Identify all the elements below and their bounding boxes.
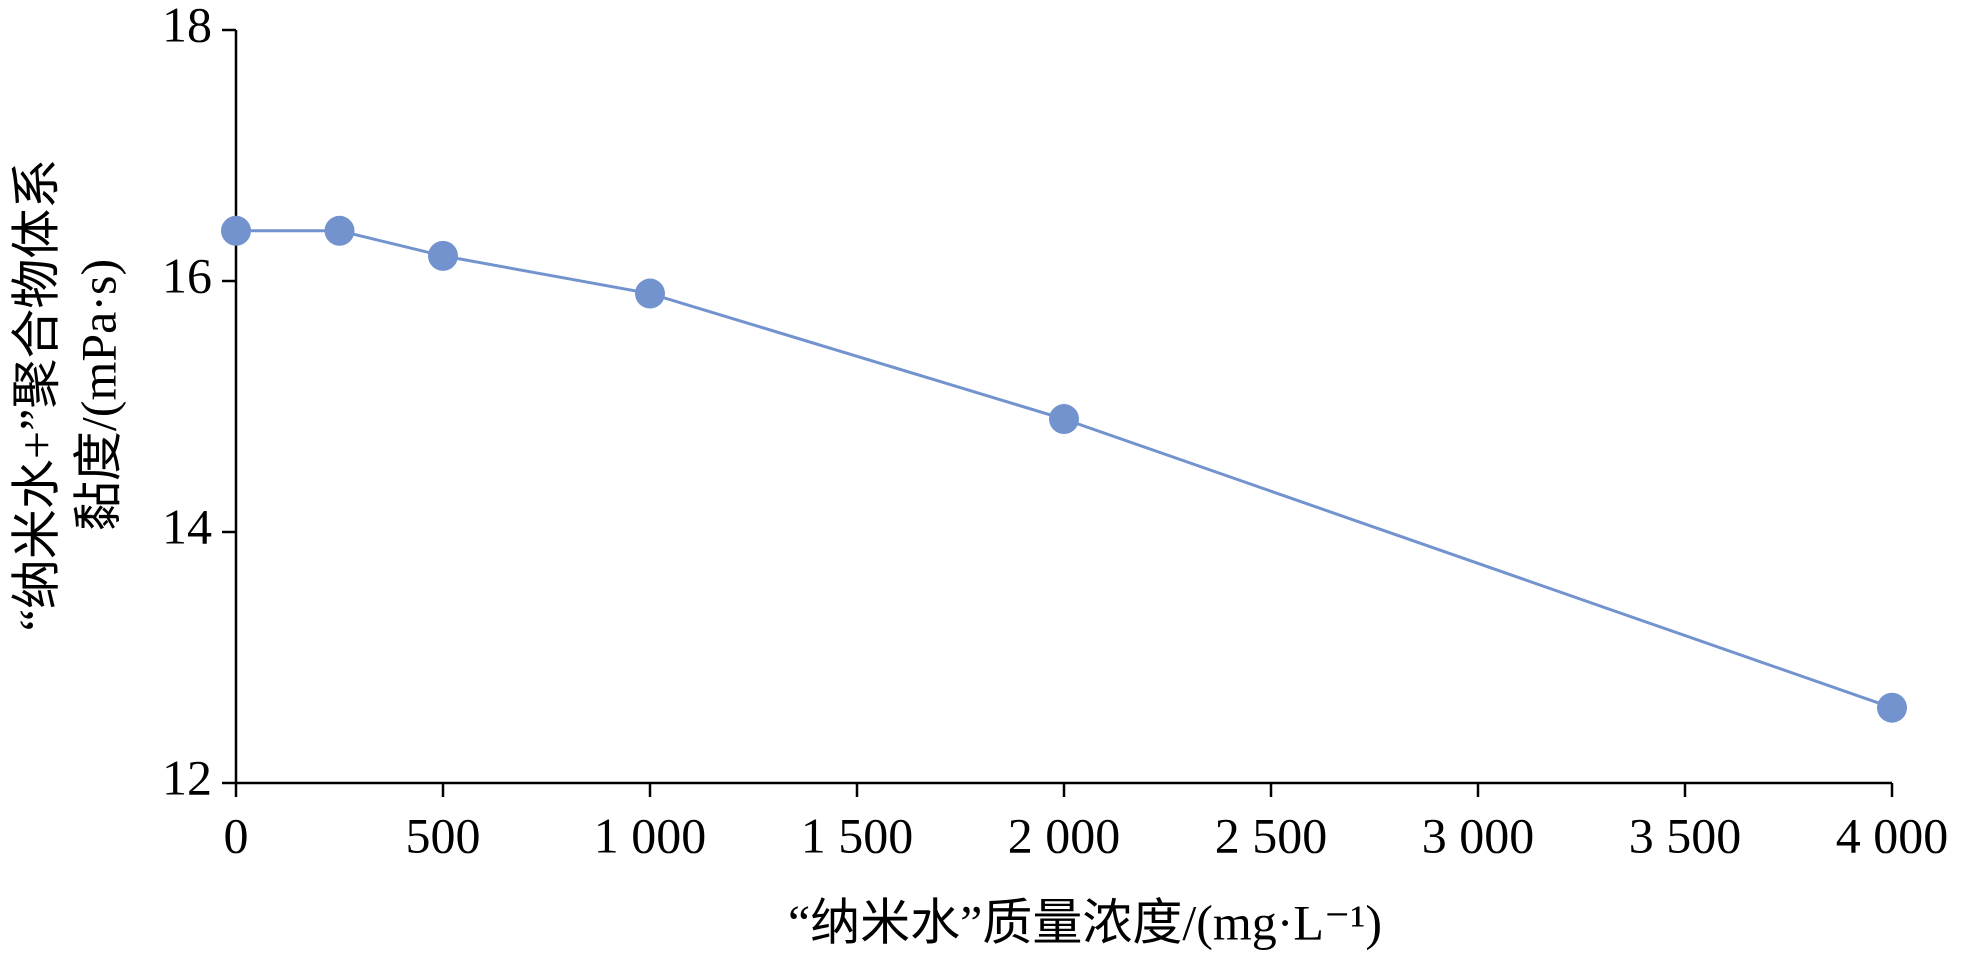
marker xyxy=(428,240,458,271)
x-tick-label: 3 500 xyxy=(1629,807,1742,863)
y-axis-title: “纳米水+”聚合物体系 xyxy=(8,159,64,632)
marker xyxy=(221,215,251,246)
marker xyxy=(1049,404,1079,435)
x-tick-label: 2 000 xyxy=(1008,807,1121,863)
y-axis-title: 黏度/(mPa·s) xyxy=(70,259,126,531)
x-tick-label: 1 000 xyxy=(594,807,707,863)
x-tick-label: 3 000 xyxy=(1422,807,1535,863)
marker xyxy=(1877,692,1907,723)
marker xyxy=(324,215,355,246)
x-tick-label: 0 xyxy=(224,807,249,863)
y-tick-label: 12 xyxy=(162,749,212,805)
y-tick-label: 18 xyxy=(162,0,212,52)
x-tick-label: 500 xyxy=(406,807,481,863)
y-tick-label: 14 xyxy=(162,498,212,554)
x-tick-label: 1 500 xyxy=(801,807,914,863)
x-axis-title: “纳米水”质量浓度/(mg·L⁻¹) xyxy=(788,894,1382,950)
marker xyxy=(635,278,665,309)
y-tick-label: 16 xyxy=(162,247,212,303)
line xyxy=(236,229,1893,710)
x-tick-label: 4 000 xyxy=(1836,807,1949,863)
x-tick-label: 2 500 xyxy=(1215,807,1328,863)
